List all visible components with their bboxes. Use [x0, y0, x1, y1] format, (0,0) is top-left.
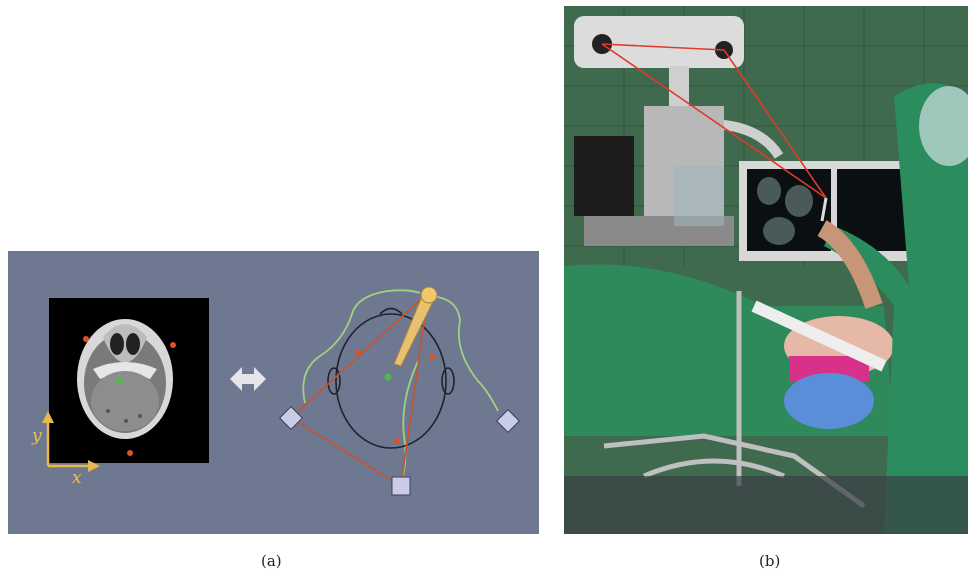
double-arrow-icon — [230, 367, 266, 391]
head-outline-icon — [327, 307, 455, 449]
head-target-point — [384, 373, 392, 381]
axis-x-label: x — [72, 468, 82, 488]
laser-lines — [601, 43, 827, 199]
camera-marker-bottom — [391, 476, 411, 496]
caption-panel-b: (b) — [759, 552, 781, 570]
head-fiducial-1 — [355, 349, 361, 355]
surgeon-icon — [817, 83, 968, 534]
axis-y-label: y — [31, 426, 42, 446]
ct-target-point — [116, 377, 124, 385]
ct-scan-image — [49, 298, 209, 463]
ct-fiducial-1 — [83, 336, 89, 342]
tracked-probe-icon — [393, 286, 438, 367]
camera-marker-right — [495, 408, 521, 434]
head-fiducial-2 — [429, 354, 435, 360]
image-axes — [42, 411, 100, 472]
ct-fiducial-2 — [170, 342, 176, 348]
tracking-lines — [290, 292, 429, 487]
caption-panel-a: (a) — [261, 552, 282, 570]
tracking-wires — [302, 289, 499, 484]
operating-room-photo — [564, 6, 968, 534]
ct-fiducial-3 — [127, 450, 133, 456]
pointer-probe-icon — [820, 197, 828, 222]
equipment-rack — [574, 106, 734, 246]
patient-icon — [564, 264, 894, 436]
registration-diagram: y x — [8, 251, 539, 534]
camera-marker-left — [278, 405, 304, 431]
head-fiducial-3 — [394, 438, 400, 444]
